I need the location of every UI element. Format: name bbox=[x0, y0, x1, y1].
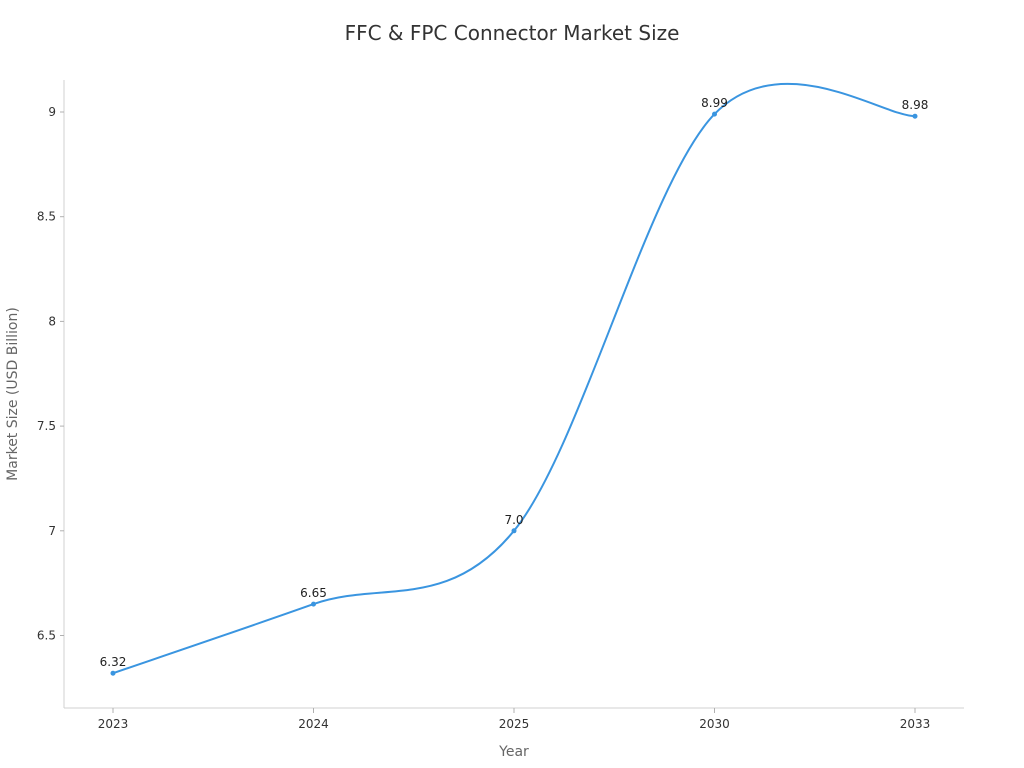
x-tick-label: 2023 bbox=[98, 717, 129, 731]
y-tick-label: 8.5 bbox=[37, 210, 56, 224]
chart-title: FFC & FPC Connector Market Size bbox=[345, 21, 680, 45]
series-layer: 6.32 6.65 7.0 8.99 8.98 bbox=[100, 82, 929, 676]
x-tick-label: 2025 bbox=[499, 717, 530, 731]
data-point bbox=[912, 113, 918, 119]
y-tick-label: 7.5 bbox=[37, 419, 56, 433]
data-label: 6.32 bbox=[100, 655, 127, 669]
y-tick-label: 9 bbox=[48, 105, 56, 119]
data-point bbox=[311, 601, 316, 607]
data-point bbox=[511, 528, 517, 534]
x-tick-label: 2024 bbox=[298, 717, 329, 731]
x-axis-title: Year bbox=[498, 744, 529, 760]
y-axis-title: Market Size (USD Billion) bbox=[5, 307, 21, 481]
series-line bbox=[112, 82, 916, 675]
y-tick-label: 8 bbox=[48, 314, 56, 328]
x-tick-label: 2033 bbox=[900, 717, 931, 731]
data-point bbox=[110, 670, 116, 676]
data-label: 8.99 bbox=[701, 96, 728, 110]
data-point bbox=[712, 111, 717, 117]
x-axis-ticks: 2023 2024 2025 2030 2033 bbox=[98, 708, 931, 731]
y-axis-ticks: 6.5 7 7.5 8 8.5 9 bbox=[37, 105, 64, 643]
y-tick-label: 6.5 bbox=[37, 629, 56, 643]
data-label: 8.98 bbox=[902, 98, 929, 112]
y-tick-label: 7 bbox=[48, 524, 56, 538]
data-label: 6.65 bbox=[300, 586, 327, 600]
x-tick-label: 2030 bbox=[699, 717, 730, 731]
data-label: 7.0 bbox=[504, 513, 523, 527]
